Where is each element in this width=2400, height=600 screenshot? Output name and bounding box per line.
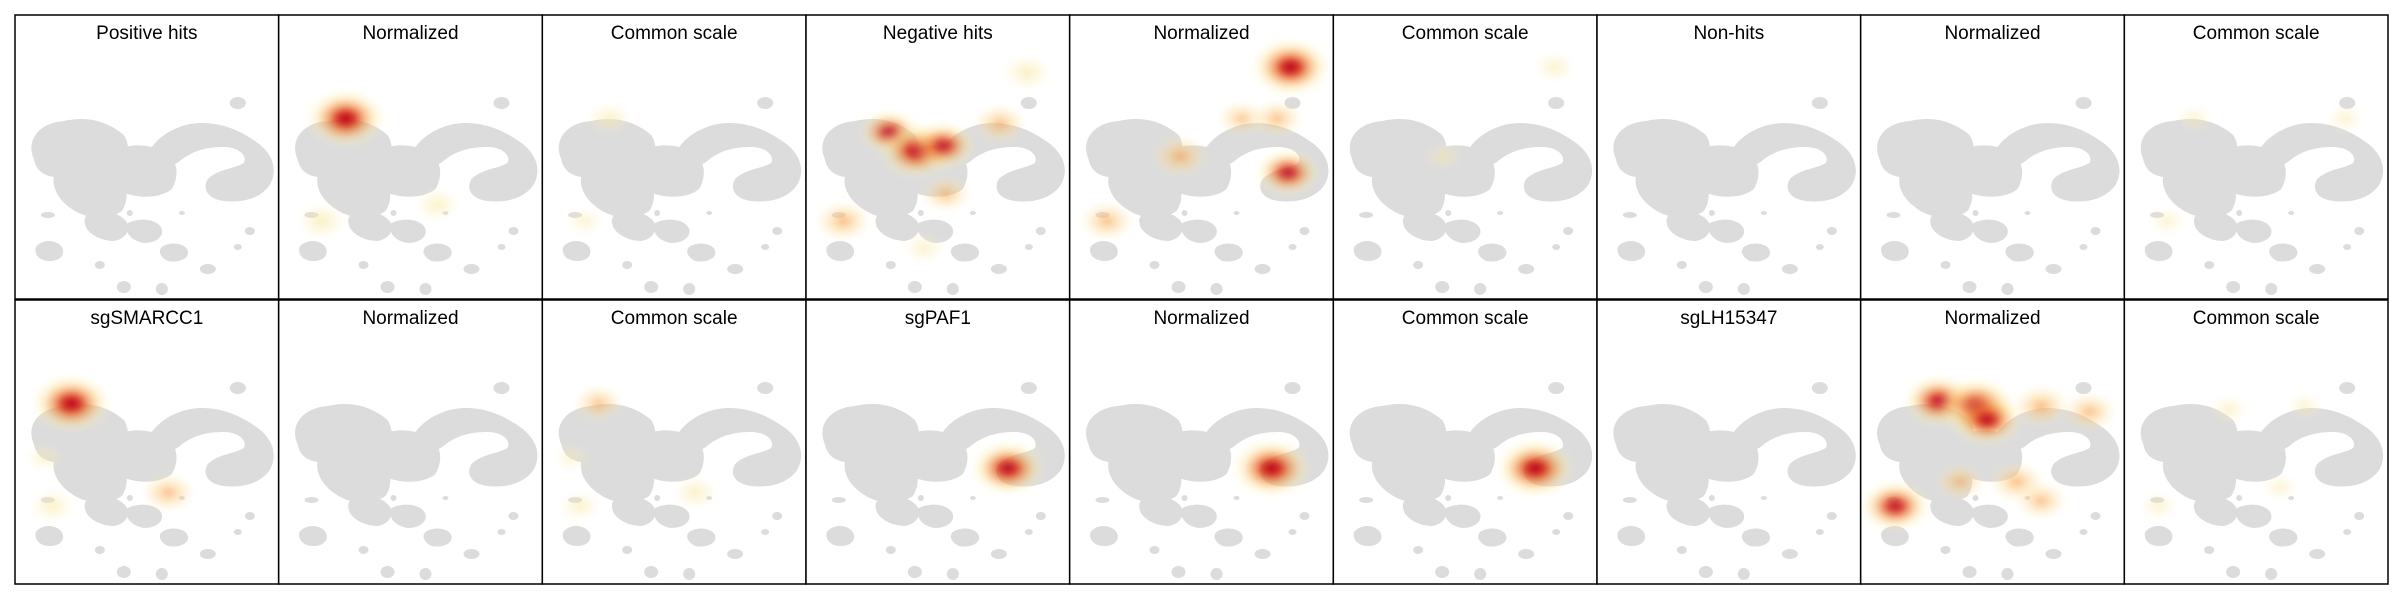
density-hotspot (304, 87, 388, 150)
panel: sgLH15347 (1596, 299, 1862, 585)
density-hotspot (968, 439, 1048, 498)
density-hotspot (1079, 200, 1135, 242)
panel: Normalized (1859, 14, 2126, 300)
panel: sgSMARCC1 (14, 299, 280, 585)
density-layer (1493, 437, 1577, 499)
density-hotspot (24, 443, 64, 472)
panel-title: Common scale (1402, 23, 1529, 44)
density-hotspot (2061, 390, 2118, 433)
density-layer (2147, 104, 2365, 236)
panel: Normalized (1859, 299, 2126, 585)
density-layer (1861, 373, 2118, 534)
panel-grid: Positive hits Normalized Common scale Negat… (14, 14, 2389, 585)
density-hotspot (29, 489, 76, 524)
density-hotspot (1249, 36, 1332, 98)
panel-title: Common scale (2193, 308, 2320, 329)
density-hotspot (29, 372, 113, 435)
density-hotspot (2325, 104, 2365, 133)
density-hotspot (672, 475, 719, 510)
panel-title: Common scale (1402, 308, 1529, 329)
panel: Common scale (541, 14, 807, 300)
density-layer (1230, 437, 1314, 499)
panel-title: sgSMARCC1 (90, 308, 203, 329)
density-hotspot (2261, 473, 2300, 502)
density-hotspot (2285, 392, 2324, 421)
density-hotspot (2011, 384, 2071, 429)
density-layer (552, 384, 719, 522)
density-layer (296, 87, 461, 240)
density-hotspot (1949, 391, 2026, 448)
panel: Common scale (2123, 299, 2389, 585)
density-layer (968, 439, 1048, 498)
density-hotspot (1493, 437, 1577, 499)
panel-title: Normalized (1944, 308, 2040, 329)
density-hotspot (2139, 491, 2179, 521)
panel-title: Common scale (611, 308, 738, 329)
density-hotspot (908, 120, 978, 171)
panel-title: Normalized (1153, 23, 1249, 44)
panel: Normalized (1068, 299, 1335, 585)
density-hotspot (565, 206, 605, 236)
density-hotspot (414, 187, 461, 222)
density-hotspot (971, 103, 1028, 145)
density-hotspot (2013, 480, 2069, 521)
panel: Positive hits (14, 14, 280, 300)
density-hotspot (1933, 462, 1987, 502)
density-hotspot (1002, 54, 1052, 91)
panel: Negative hits (805, 14, 1071, 300)
density-hotspot (572, 384, 625, 423)
panel: Normalized (1068, 14, 1335, 300)
density-hotspot (552, 443, 591, 472)
panel-title: sgLH15347 (1680, 308, 1777, 329)
panel: Common scale (541, 299, 807, 585)
density-layer (565, 101, 633, 236)
panel-title: Positive hits (96, 23, 197, 44)
panel: Normalized (277, 14, 544, 300)
density-hotspot (140, 471, 197, 514)
density-hotspot (2208, 393, 2250, 424)
panel-title: Common scale (611, 23, 738, 44)
density-layer (1079, 36, 1332, 242)
panel: sgPAF1 (805, 299, 1071, 585)
density-layer (1424, 51, 1576, 171)
panel-title: Common scale (2193, 23, 2320, 44)
panel-title: Normalized (362, 23, 458, 44)
panel-title: Normalized (362, 308, 458, 329)
density-layer (814, 54, 1052, 264)
panel: Common scale (1332, 14, 1598, 300)
density-layer (2139, 392, 2324, 521)
density-hotspot (1253, 147, 1323, 198)
density-hotspot (1150, 134, 1210, 179)
density-layer (24, 372, 197, 524)
density-hotspot (1861, 478, 1933, 534)
density-hotspot (1230, 437, 1314, 499)
density-hotspot (2147, 206, 2187, 236)
panel-title: Negative hits (883, 23, 993, 44)
density-hotspot (2175, 104, 2213, 133)
panel: Common scale (1332, 299, 1598, 585)
panel-title: Non-hits (1693, 23, 1764, 44)
density-hotspot (1424, 141, 1464, 171)
density-hotspot (1216, 99, 1268, 138)
density-hotspot (586, 101, 633, 136)
density-hotspot (558, 490, 601, 522)
panel: Normalized (277, 299, 544, 585)
density-hotspot (919, 174, 973, 214)
panel-title: sgPAF1 (905, 308, 971, 329)
density-hotspot (814, 199, 873, 243)
panel-title: Normalized (1944, 23, 2040, 44)
density-hotspot (1532, 51, 1576, 83)
density-hotspot (903, 232, 946, 264)
density-hotspot (296, 202, 347, 240)
panel: Common scale (2123, 14, 2389, 300)
panel: Non-hits (1596, 14, 1862, 300)
panel-title: Normalized (1153, 308, 1249, 329)
